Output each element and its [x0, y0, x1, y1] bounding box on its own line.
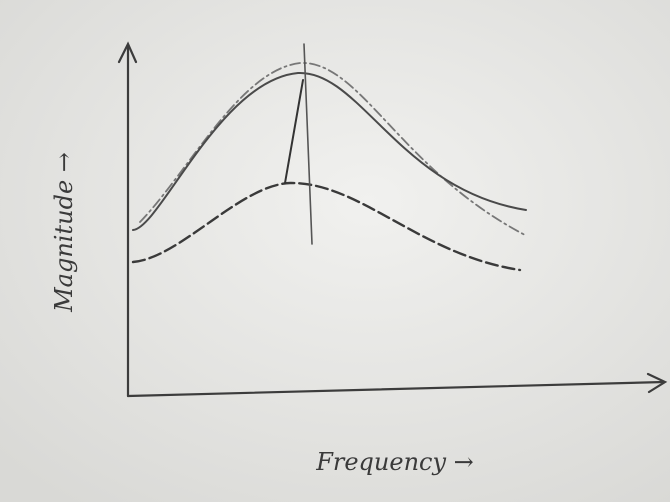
page: Magnitude → Frequency → (() => { const d… — [0, 0, 670, 502]
sketch: Magnitude → Frequency → — [0, 0, 670, 502]
paper — [0, 0, 670, 502]
y-axis-label: Magnitude → — [50, 152, 78, 313]
x-axis-label: Frequency → — [315, 448, 474, 476]
